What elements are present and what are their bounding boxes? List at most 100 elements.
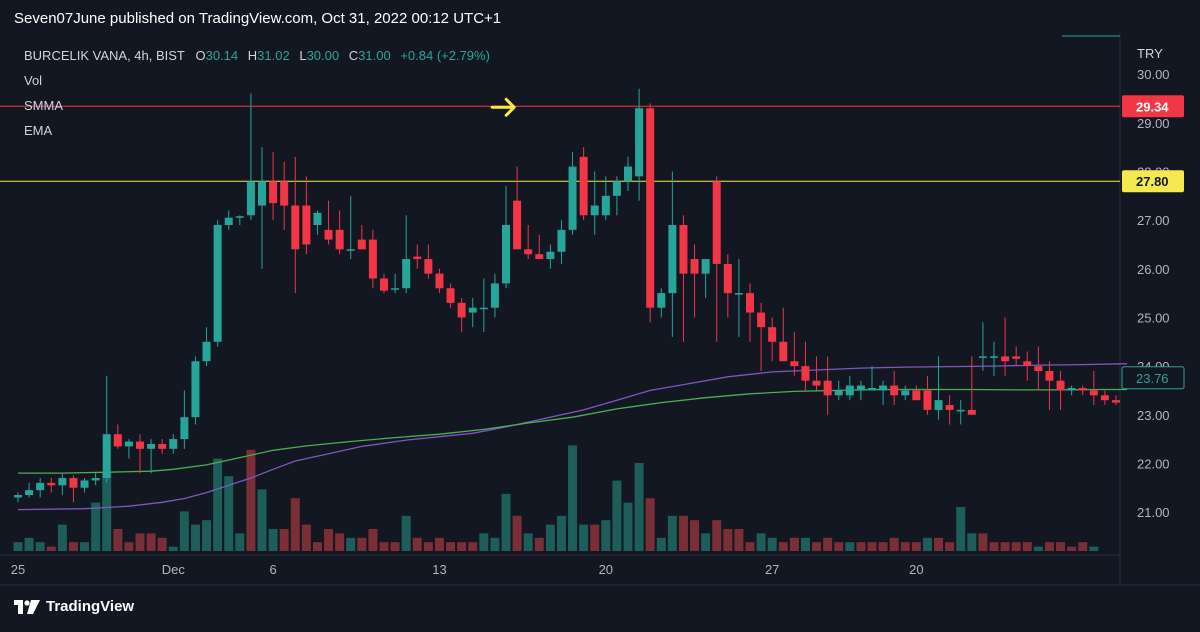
volume-bar	[712, 520, 722, 551]
volume-bar	[723, 529, 733, 551]
price-tick-label: 21.00	[1137, 505, 1170, 520]
candle-body	[934, 400, 943, 410]
candle-body	[113, 434, 122, 447]
candle-body	[468, 307, 477, 313]
candle-body	[834, 390, 843, 396]
volume-bar	[1022, 542, 1032, 551]
candle	[701, 259, 710, 298]
volume-bar	[934, 537, 944, 551]
candle-body	[224, 217, 233, 225]
candle	[468, 297, 477, 328]
candle	[568, 152, 577, 235]
volume-bar	[346, 537, 356, 551]
volume-bar	[778, 542, 788, 551]
candle	[424, 244, 433, 279]
candle	[557, 220, 566, 264]
time-tick-label: 13	[432, 562, 446, 577]
candle-body	[502, 225, 510, 284]
candle-body	[1078, 388, 1087, 391]
candle-body	[36, 482, 45, 491]
time-tick-label: 27	[765, 562, 779, 577]
volume-bar	[268, 529, 278, 551]
candle-body	[246, 181, 255, 216]
candle-body	[424, 259, 433, 274]
brand-name: TradingView	[46, 598, 135, 615]
candle	[224, 210, 233, 230]
symbol-legend: BURCELIK VANA, 4h, BIST O30.14 H31.02 L3…	[24, 48, 496, 148]
symbol-title[interactable]: BURCELIK VANA, 4h, BIST	[24, 48, 185, 63]
price-label-box	[1122, 95, 1184, 118]
candle-body	[668, 225, 677, 294]
candle	[524, 225, 533, 260]
volume-bar	[1056, 542, 1066, 551]
candle	[47, 478, 56, 493]
candle	[80, 478, 89, 493]
candle	[1067, 385, 1076, 396]
candle	[923, 375, 932, 415]
volume-bar	[534, 537, 544, 551]
volume-bar	[301, 524, 311, 551]
volume-bar	[446, 542, 456, 551]
candle-body	[790, 361, 799, 367]
volume-bar	[235, 533, 245, 551]
high-label: H	[247, 48, 258, 63]
candle-body	[856, 385, 865, 391]
candle	[446, 283, 455, 308]
candle	[1112, 395, 1120, 406]
volume-bar	[368, 529, 378, 551]
volume-bar	[634, 463, 644, 551]
volume-bar	[1011, 542, 1021, 551]
indicator-smma[interactable]: SMMA	[24, 98, 63, 113]
candle-body	[136, 441, 144, 449]
volume-bar	[190, 524, 200, 551]
candle-body	[524, 249, 533, 255]
volume-bar	[656, 537, 666, 551]
arrow-icon	[490, 97, 516, 117]
candle-body	[335, 229, 344, 250]
candle	[136, 434, 144, 474]
candle-body	[845, 385, 854, 396]
indicator-ema[interactable]: EMA	[24, 123, 53, 138]
volume-bar	[745, 542, 755, 551]
indicator-vol[interactable]: Vol	[24, 73, 43, 88]
candle-body	[413, 256, 422, 260]
candle-body	[779, 341, 788, 362]
volume-bar	[812, 542, 822, 551]
volume-bar	[623, 502, 633, 551]
candle-body	[535, 254, 544, 260]
volume-bar	[734, 529, 744, 551]
candle-body	[945, 405, 954, 410]
volume-bar	[767, 537, 777, 551]
price-axis[interactable]: 21.0022.0023.0024.0025.0026.0027.0028.00…	[1121, 67, 1185, 520]
candle-body	[601, 195, 610, 216]
candle	[1089, 370, 1098, 406]
candle	[934, 356, 943, 420]
volume-bar	[434, 537, 444, 551]
volume-bar	[878, 542, 888, 551]
time-tick-label: 20	[909, 562, 923, 577]
candle	[812, 356, 821, 391]
volume-bar	[556, 515, 566, 551]
volume-bar	[612, 480, 622, 551]
candle	[746, 283, 754, 342]
candle	[757, 302, 766, 371]
price-tick-label: 25.00	[1137, 310, 1170, 325]
candle	[202, 327, 211, 367]
candle-body	[1089, 390, 1098, 396]
volume-bar	[102, 471, 112, 551]
time-tick-label: 6	[269, 562, 276, 577]
price-label: 23.76	[1136, 371, 1169, 386]
open-label: O	[195, 48, 206, 63]
candle-body	[768, 327, 777, 342]
candle-body	[391, 288, 400, 290]
tradingview-brand[interactable]: TradingView	[14, 598, 134, 615]
candle-body	[291, 205, 300, 250]
candle-body	[624, 166, 632, 182]
time-axis[interactable]: 25 Dec 6 13 20 27 20	[11, 562, 924, 577]
volume-bar	[1000, 542, 1010, 551]
candle-body	[734, 293, 743, 295]
candle-body	[202, 341, 211, 362]
candle-body	[679, 225, 688, 274]
